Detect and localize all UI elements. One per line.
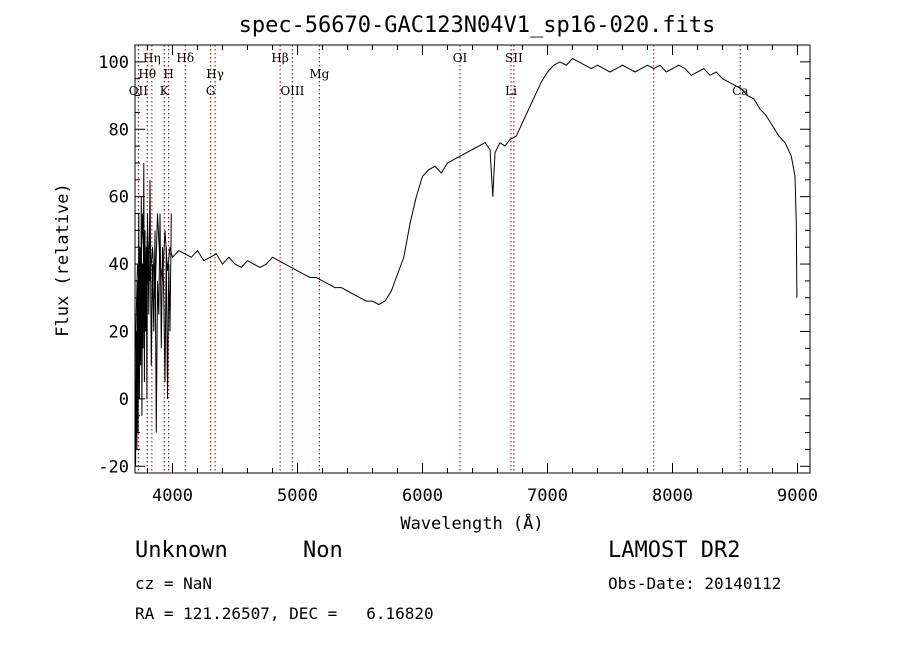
flux-noise-segment: [134, 162, 172, 467]
obs-date-label: Obs-Date: 20140112: [608, 574, 782, 593]
spectral-line-label: G: [206, 84, 216, 98]
spectral-line-label: K: [160, 84, 170, 98]
x-tick-label: 7000: [527, 486, 568, 506]
spectral-line-label: Ca: [732, 84, 748, 98]
spectral-line-label: OII: [129, 84, 149, 98]
x-tick-label: 4000: [152, 486, 193, 506]
spectral-line-label: Mg: [309, 67, 329, 81]
y-tick-label: 40: [109, 255, 129, 275]
flux-series-line: [134, 57, 798, 366]
spectral-line-label: Hγ: [206, 67, 224, 81]
redshift-label: cz = NaN: [135, 574, 213, 593]
spectral-line-label: Li: [505, 84, 517, 98]
chart-title: spec-56670-GAC123N04V1_sp16-020.fits: [239, 13, 716, 38]
spectral-line-label: OIII: [280, 84, 304, 98]
y-tick-label: 60: [109, 188, 129, 208]
x-tick-label: 6000: [402, 486, 443, 506]
y-tick-label: 80: [109, 120, 129, 140]
spectral-line-label: H: [163, 67, 173, 81]
y-tick-label: 0: [119, 390, 129, 410]
y-tick-label: 100: [98, 53, 129, 73]
spectral-subclass-label: Non: [303, 538, 343, 563]
spectral-line-label: Hη: [143, 51, 161, 65]
survey-label: LAMOST DR2: [608, 538, 741, 563]
spectral-line-label: SII: [505, 51, 523, 65]
spectral-line-label: Hθ: [138, 67, 156, 81]
x-tick-label: 8000: [652, 486, 693, 506]
y-tick-label: 20: [109, 322, 129, 342]
spectral-line-label: OI: [453, 51, 468, 65]
x-axis-label: Wavelength (Å): [400, 512, 543, 534]
x-tick-label: 9000: [777, 486, 818, 506]
x-tick-label: 5000: [277, 486, 318, 506]
plot-frame: [134, 44, 811, 474]
y-axis-label: Flux (relative): [53, 183, 73, 337]
spectral-class-label: Unknown: [135, 538, 228, 563]
radec-label: RA = 121.26507, DEC = 6.16820: [135, 604, 434, 623]
y-tick-label: -20: [98, 457, 129, 477]
spectral-line-label: Hβ: [271, 51, 288, 65]
spectral-line-label: Hδ: [176, 51, 194, 65]
